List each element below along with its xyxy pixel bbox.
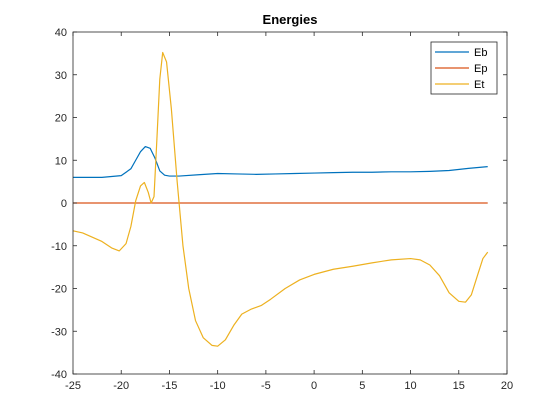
x-tick-label: 0 bbox=[311, 380, 317, 392]
chart-title: Energies bbox=[263, 12, 318, 27]
x-tick-label: -5 bbox=[261, 380, 271, 392]
x-tick-label: 10 bbox=[404, 380, 416, 392]
x-tick-label: 20 bbox=[501, 380, 513, 392]
axes-layer: -25 -20 -15 -10 -5 0 5 10 15 20 -40 -30 -20 -10 0 10 20 3… bbox=[51, 27, 513, 392]
series-line-eb bbox=[73, 145, 488, 178]
y-tick-label: 10 bbox=[55, 155, 67, 167]
y-tick-label: -10 bbox=[51, 241, 67, 253]
y-tick-label: -20 bbox=[51, 284, 67, 296]
x-tick-label: -20 bbox=[113, 380, 129, 392]
legend-label-ep: Ep bbox=[474, 63, 487, 75]
legend-label-et: Et bbox=[474, 79, 484, 91]
series-layer bbox=[72, 51, 489, 347]
legend-label-eb: Eb bbox=[474, 47, 487, 59]
y-tick-label: 30 bbox=[55, 70, 67, 82]
y-tick-label: 0 bbox=[61, 198, 67, 210]
x-tick-label: -10 bbox=[210, 380, 226, 392]
y-tick-label: -40 bbox=[51, 369, 67, 381]
x-tick-label: 15 bbox=[453, 380, 465, 392]
x-tick-label: -15 bbox=[161, 380, 177, 392]
y-tick-label: 40 bbox=[55, 27, 67, 39]
series-line-et bbox=[72, 51, 489, 347]
y-tick-label: 20 bbox=[55, 113, 67, 125]
x-tick-label: -25 bbox=[65, 380, 81, 392]
y-tick-label: -30 bbox=[51, 326, 67, 338]
x-tick-label: 5 bbox=[359, 380, 365, 392]
legend: Eb Ep Et bbox=[430, 41, 498, 95]
